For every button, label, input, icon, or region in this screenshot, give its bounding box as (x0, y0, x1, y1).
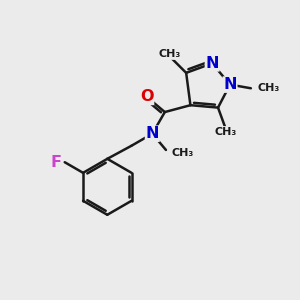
Text: CH₃: CH₃ (172, 148, 194, 158)
Text: N: N (223, 77, 237, 92)
Text: N: N (206, 56, 219, 71)
Text: CH₃: CH₃ (257, 83, 280, 93)
Text: CH₃: CH₃ (214, 127, 236, 136)
Text: F: F (50, 155, 61, 170)
Text: O: O (140, 89, 154, 104)
Text: CH₃: CH₃ (159, 49, 181, 59)
Text: N: N (146, 126, 159, 141)
